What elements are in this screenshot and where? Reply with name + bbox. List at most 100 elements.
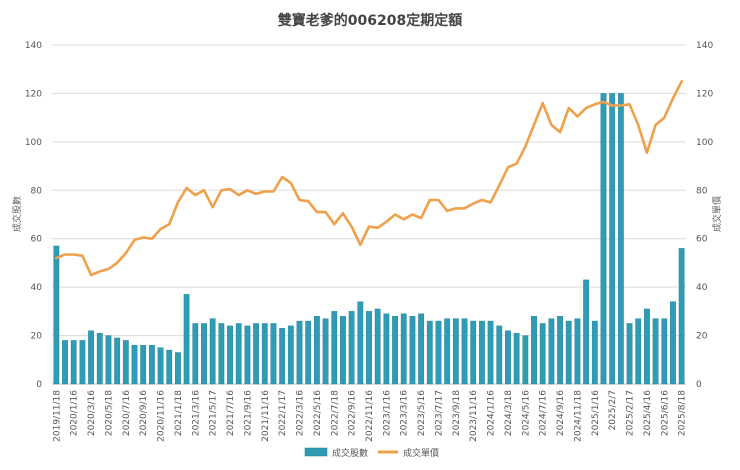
bar <box>175 352 181 385</box>
bar <box>496 325 503 385</box>
bar <box>114 337 121 385</box>
x-tick-label: 2025/4/16 <box>643 390 653 436</box>
bar <box>470 320 477 385</box>
bar <box>235 323 242 385</box>
bar <box>253 323 259 385</box>
bar <box>140 345 147 385</box>
x-tick-label: 2025/2/17 <box>626 390 636 436</box>
bar <box>591 320 598 385</box>
bar <box>201 323 207 385</box>
left-tick-label: 40 <box>31 283 43 293</box>
bar <box>383 313 390 385</box>
right-axis-title: 成交單價 <box>711 196 723 232</box>
bar <box>79 340 86 385</box>
bar <box>513 332 520 385</box>
x-tick-label: 2024/3/18 <box>504 390 514 436</box>
bar <box>192 323 199 385</box>
bar <box>227 325 233 385</box>
bar <box>670 301 676 385</box>
left-tick-label: 120 <box>25 89 42 99</box>
bar <box>62 340 68 385</box>
right-tick-label: 40 <box>696 283 708 293</box>
bar <box>366 311 372 385</box>
bar <box>435 320 442 385</box>
x-tick-label: 2021/3/16 <box>191 390 201 436</box>
bar <box>522 335 529 385</box>
x-tick-label: 2023/1/16 <box>382 390 392 436</box>
bar <box>270 323 277 385</box>
bar <box>557 316 563 385</box>
left-axis-title: 成交股數 <box>11 196 23 232</box>
bar <box>583 279 590 385</box>
x-tick-label: 2020/9/16 <box>139 390 149 436</box>
bar <box>461 318 468 385</box>
legend-swatch-bar <box>304 447 328 457</box>
bar <box>348 311 355 385</box>
x-tick-label: 2022/1/17 <box>278 390 288 436</box>
bar <box>96 332 103 385</box>
right-tick-label: 60 <box>696 235 708 245</box>
bar <box>148 345 155 385</box>
bar <box>548 318 555 385</box>
bar <box>505 330 511 385</box>
x-tick-label: 2021/11/16 <box>261 390 271 442</box>
x-tick-label: 2023/3/16 <box>400 390 410 436</box>
bar <box>479 320 485 385</box>
bar <box>244 325 251 385</box>
x-tick-label: 2025/8/18 <box>678 390 688 436</box>
bar <box>131 345 138 385</box>
x-tick-label: 2023/5/16 <box>417 390 427 436</box>
x-tick-label: 2021/1/18 <box>174 390 184 436</box>
x-tick-label: 2021/7/16 <box>226 390 236 436</box>
right-tick-label: 140 <box>696 41 713 51</box>
bar <box>166 349 173 385</box>
right-tick-label: 0 <box>696 380 702 390</box>
bar <box>652 318 659 385</box>
x-tick-label: 2023/9/18 <box>452 390 462 436</box>
right-tick-label: 100 <box>696 138 713 148</box>
bar <box>678 248 685 385</box>
x-tick-label: 2022/7/18 <box>330 390 340 436</box>
bar <box>313 316 320 385</box>
bar <box>357 301 364 385</box>
bar <box>157 347 164 385</box>
legend: 成交股數 成交單價 <box>304 447 439 459</box>
x-tick-label: 2025/6/16 <box>660 390 670 436</box>
left-tick-label: 0 <box>36 380 42 390</box>
right-axis-ticks: 0 20 40 60 80 100 120 140 <box>696 41 713 390</box>
bar <box>487 320 494 385</box>
x-tick-label: 2022/3/16 <box>296 390 306 436</box>
x-tick-label: 2023/11/16 <box>469 390 479 442</box>
bar <box>452 318 459 385</box>
bar <box>296 320 303 385</box>
bar <box>400 313 407 385</box>
bar <box>635 318 642 385</box>
x-tick-label: 2024/1/16 <box>487 390 497 436</box>
bar <box>609 93 616 385</box>
x-tick-label: 2020/3/16 <box>87 390 97 436</box>
bar <box>644 308 650 385</box>
bar <box>70 340 77 385</box>
legend-label-bar: 成交股數 <box>332 447 368 459</box>
bar <box>53 245 60 385</box>
legend-label-line: 成交單價 <box>403 447 439 459</box>
bar <box>574 318 581 385</box>
bar <box>661 318 668 385</box>
x-tick-label: 2024/9/16 <box>556 390 566 436</box>
left-tick-label: 100 <box>25 138 42 148</box>
bar <box>122 340 129 385</box>
left-tick-label: 80 <box>31 186 43 196</box>
x-tick-label: 2024/7/16 <box>539 390 549 436</box>
bar <box>392 316 398 385</box>
price-line <box>54 80 684 277</box>
bar <box>305 320 312 385</box>
right-tick-label: 120 <box>696 89 713 99</box>
x-tick-label: 2019/11/18 <box>52 390 62 442</box>
bar <box>565 320 572 385</box>
bar <box>444 318 451 385</box>
x-tick-label: 2022/9/16 <box>348 390 358 436</box>
bar <box>374 308 381 385</box>
bar <box>88 330 94 385</box>
bar <box>539 323 546 385</box>
